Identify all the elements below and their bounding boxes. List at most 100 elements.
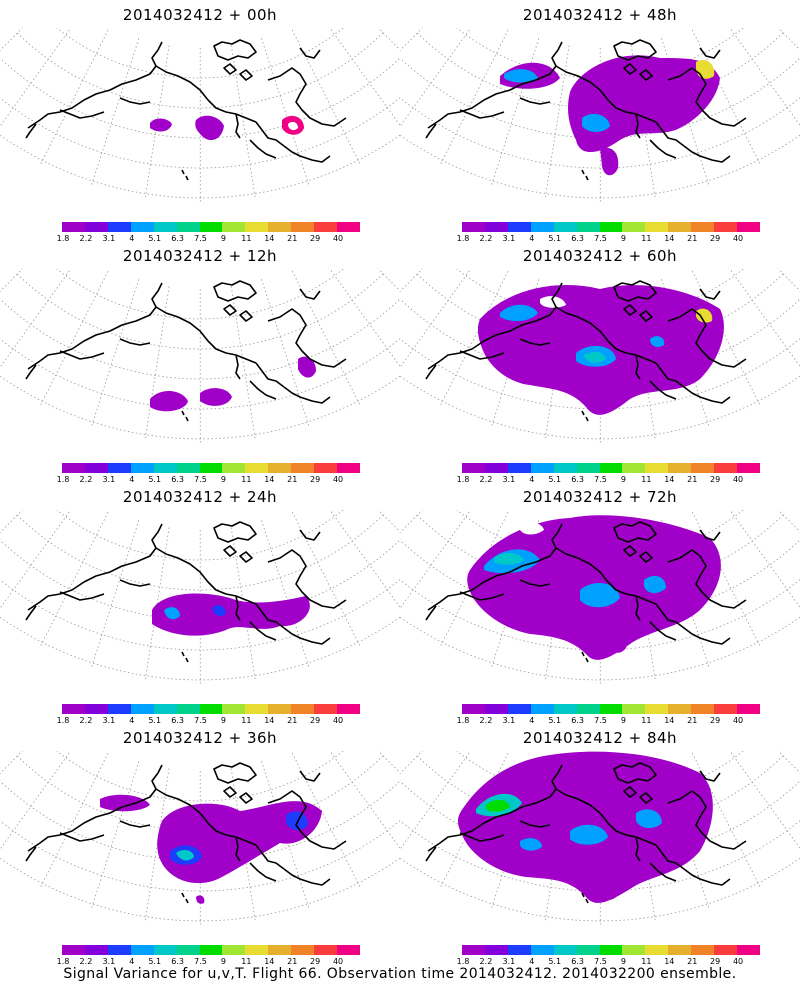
variance-contour [500,304,538,322]
variance-contour [494,552,524,565]
colorbar-swatch [176,463,200,473]
colorbar-swatch [337,463,360,473]
latitude-line [0,375,400,440]
meridian-line [39,510,110,648]
colorbar-swatch [576,704,600,714]
colorbar-tick-label: 40 [332,957,344,966]
colorbar-tick-label: 6.3 [571,475,584,484]
variance-contour [486,799,510,812]
meridian-line [261,520,310,668]
meridian-line [439,751,510,889]
meridian-line [400,269,423,293]
variance-contour [176,850,194,861]
meridian-line [630,768,656,922]
variance-contour [636,809,662,829]
meridian-line [329,510,400,608]
coastline [25,280,347,422]
forecast-panel: 2014032412 + 12h 1.8 2.2 3.1 4 5.1 6.3 7.5 9 11 14… [0,241,400,486]
meridian-line [777,510,800,533]
colorbar-swatch [668,704,692,714]
colorbar-swatch [530,222,554,232]
latitude-line [0,616,400,681]
latitude-line [400,134,800,199]
forecast-panel: 2014032412 + 48h 1.8 2.2 3.1 4 5.1 6.3 7.5 9 11 14… [400,0,800,245]
colorbar-tick-label: 2.2 [79,234,93,243]
colorbar [462,222,760,232]
colorbar-tick-label: 1.8 [56,716,70,725]
colorbar-swatch [484,222,508,232]
colorbar-tick-label: 14 [664,957,675,966]
colorbar-tick-label: 3.1 [102,234,116,243]
graticule [0,28,400,204]
coastline [25,39,347,181]
coastline [425,280,747,422]
colorbar-swatch [199,704,223,714]
forecast-panel: 2014032412 + 60h 1.8 2.2 3.1 4 5.1 6.3 7.5 9 11 14… [400,241,800,486]
meridian-line [290,269,361,406]
colorbar-swatch [645,945,669,955]
colorbar-swatch [84,463,108,473]
variance-contour [286,811,308,831]
variance-contour [195,115,224,141]
panel-title: 2014032412 + 12h [122,247,278,265]
colorbar-tick-label: 14 [664,716,675,725]
colorbar-tick-label: 21 [687,716,698,725]
colorbar-swatch [130,222,154,232]
colorbar-swatch [645,463,669,473]
variance-contour [520,522,544,535]
graticule [400,28,800,204]
colorbar-swatch [222,704,246,714]
colorbar-tick-label: 1.8 [56,475,70,484]
colorbar-swatch [462,222,485,232]
colorbar-swatch [291,222,315,232]
panel-title: 2014032412 + 00h [122,6,278,24]
colorbar-tick-label: 7.5 [594,234,607,243]
colorbar-labels: 1.8 2.2 3.1 4 5.1 6.3 7.5 9 11 14 21 29 40 [452,234,772,244]
colorbar-swatch [176,222,200,232]
variance-contour [100,794,150,812]
meridian-line [439,28,510,166]
colorbar-tick-label: 21 [287,957,298,966]
colorbar-tick-label: 5.1 [148,957,162,966]
colorbar-swatch [599,704,623,714]
colorbar-tick-label: 3.1 [502,234,516,243]
variance-contour [520,838,542,851]
colorbar-tick-label: 40 [732,475,744,484]
colorbar-tick-label: 7.5 [194,957,207,966]
meridian-line [777,28,800,51]
colorbar-swatch [484,945,508,955]
colorbar-swatch [337,704,360,714]
colorbar-tick-label: 4 [129,957,135,966]
meridian-line [144,286,170,440]
meridian-line [439,269,510,407]
variance-field [457,751,713,903]
colorbar-swatch [245,704,269,714]
variance-field [152,593,310,636]
meridian-line [329,269,400,367]
latitude-line [400,820,800,892]
colorbar-swatch [291,704,315,714]
colorbar-swatch [576,222,600,232]
variance-contour [610,628,627,653]
colorbar-swatch [691,704,715,714]
colorbar-swatch [622,463,646,473]
colorbar [462,945,760,955]
panel-title: 2014032412 + 60h [522,247,678,265]
meridian-line [329,751,400,849]
meridian-line [490,38,540,187]
variance-contour [212,605,226,616]
colorbar-swatch [314,945,338,955]
meridian-line [690,28,761,165]
colorbar-tick-label: 3.1 [502,716,516,725]
colorbar-swatch [530,704,554,714]
colorbar-swatch [737,463,760,473]
variance-map [0,28,400,204]
meridian-line [377,28,400,51]
meridian-line [90,520,140,669]
colorbar-swatch [153,945,177,955]
colorbar-tick-label: 21 [287,716,298,725]
graticule [0,510,400,686]
meridian-line [0,751,72,850]
colorbar-swatch [84,945,108,955]
colorbar-tick-label: 1.8 [456,957,470,966]
